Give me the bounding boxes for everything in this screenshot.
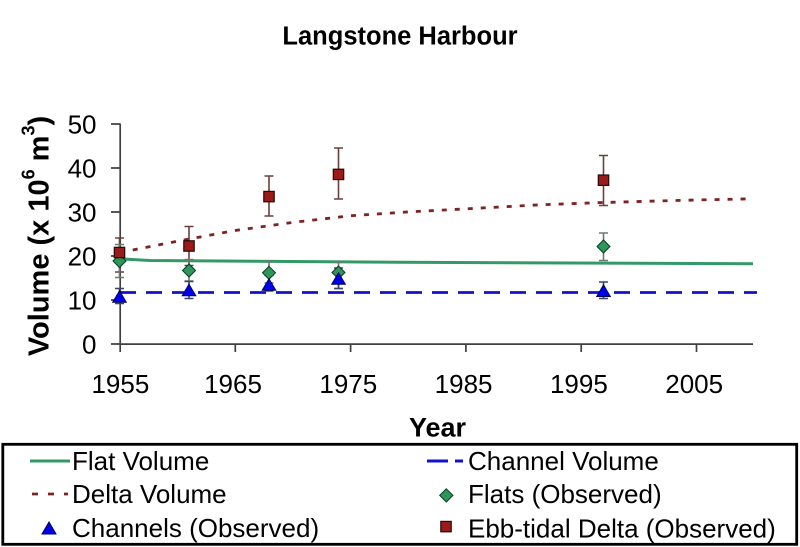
svg-text:50: 50 <box>68 110 97 140</box>
svg-text:Year: Year <box>409 413 467 443</box>
svg-text:1995: 1995 <box>550 369 608 399</box>
svg-text:0: 0 <box>82 330 96 360</box>
svg-text:Flats (Observed): Flats (Observed) <box>468 479 662 509</box>
svg-text:30: 30 <box>68 198 97 228</box>
svg-text:Channels (Observed): Channels (Observed) <box>72 513 319 543</box>
svg-text:1985: 1985 <box>435 369 493 399</box>
svg-text:Langstone Harbour: Langstone Harbour <box>282 23 517 51</box>
svg-text:1965: 1965 <box>204 369 262 399</box>
svg-text:Channel Volume: Channel Volume <box>468 446 659 476</box>
svg-text:1975: 1975 <box>319 369 377 399</box>
svg-text:Delta Volume: Delta Volume <box>72 479 227 509</box>
svg-text:1955: 1955 <box>91 369 149 399</box>
svg-text:20: 20 <box>68 242 97 272</box>
svg-text:Ebb-tidal Delta (Observed): Ebb-tidal Delta (Observed) <box>468 514 776 544</box>
svg-text:2005: 2005 <box>665 369 723 399</box>
svg-text:Volume (x 106 m3): Volume (x 106 m3) <box>19 116 56 356</box>
svg-text:10: 10 <box>68 286 97 316</box>
svg-text:40: 40 <box>68 154 97 184</box>
svg-text:Flat Volume: Flat Volume <box>72 446 209 476</box>
